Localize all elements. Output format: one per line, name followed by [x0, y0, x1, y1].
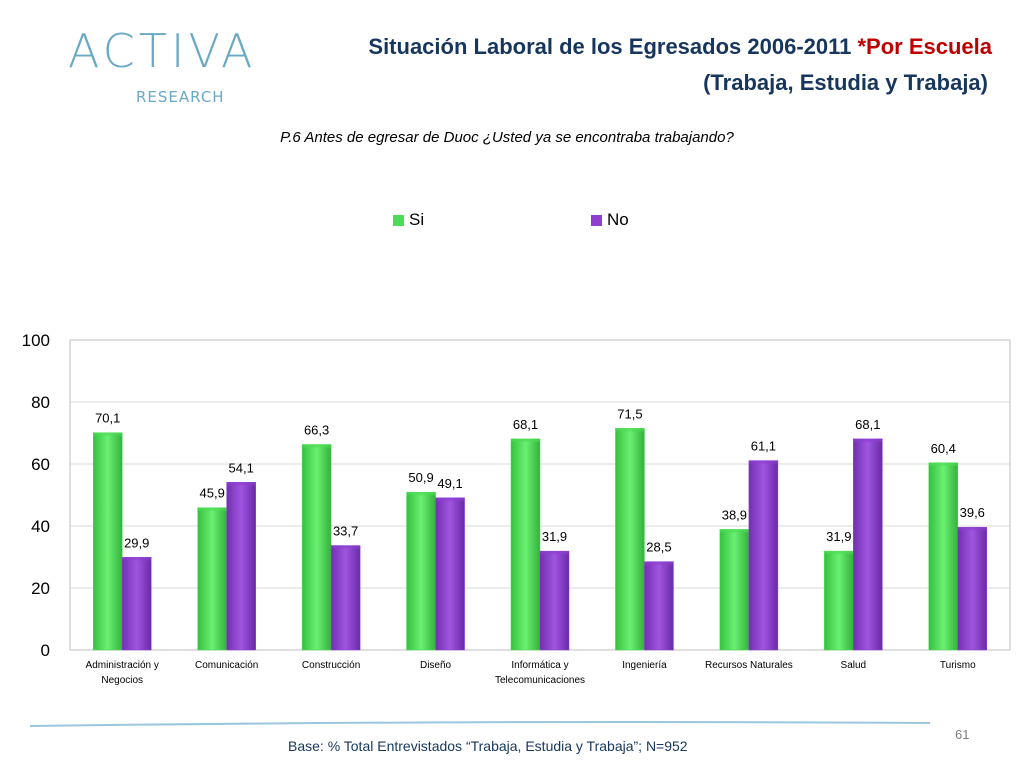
data-label-si-4: 68,1 — [513, 417, 538, 432]
bar-si-3 — [406, 491, 436, 651]
legend-item-no: No — [591, 210, 629, 230]
title-highlight: *Por Escuela — [857, 34, 992, 59]
x-tick-label-8: Turismo — [940, 660, 976, 671]
chart-bars — [92, 428, 988, 651]
bar-si-2 — [301, 444, 332, 651]
data-label-no-4: 31,9 — [542, 529, 567, 544]
bar-cap-si-4 — [511, 438, 540, 442]
y-tick-label: 100 — [22, 331, 50, 350]
data-label-no-2: 33,7 — [333, 524, 358, 539]
y-tick-label: 20 — [31, 579, 50, 598]
x-tick-label-1: Comunicación — [195, 660, 258, 671]
legend-label-si: Si — [409, 210, 425, 229]
bar-si-8 — [928, 462, 959, 651]
bar-no-3 — [435, 497, 465, 651]
y-tick-label: 0 — [41, 641, 50, 660]
x-tick-label-4: Informática y Telecomunicaciones — [495, 660, 585, 686]
bar-cap-no-6 — [748, 460, 778, 464]
footer-base-note: Base: % Total Entrevistados “Trabaja, Es… — [288, 738, 688, 754]
y-tick-label: 60 — [31, 455, 50, 474]
chart-labels: 70,1 29,9 45,9 54,1 66,3 33,7 50,9 49,1 68,1 31,9… — [95, 406, 985, 554]
data-label-no-0: 29,9 — [124, 535, 149, 550]
bar-no-5 — [644, 561, 674, 651]
data-label-si-8: 60,4 — [931, 441, 956, 456]
data-label-si-3: 50,9 — [408, 470, 433, 485]
data-label-si-5: 71,5 — [617, 406, 642, 421]
data-label-si-1: 45,9 — [200, 486, 225, 501]
bar-cap-no-2 — [331, 545, 361, 549]
x-tick-label-2: Construcción — [302, 660, 360, 671]
x-tick-label-6: Recursos Naturales — [705, 660, 793, 671]
y-tick-label: 40 — [31, 517, 50, 536]
bar-cap-si-6 — [719, 529, 749, 533]
data-label-si-7: 31,9 — [826, 529, 851, 544]
title-main: Situación Laboral de los Egresados 2006-… — [368, 34, 858, 59]
bar-si-4 — [510, 438, 541, 651]
data-label-si-0: 70,1 — [95, 411, 120, 426]
bar-si-5 — [615, 428, 645, 651]
bar-no-2 — [330, 545, 361, 651]
data-label-no-3: 49,1 — [437, 476, 462, 491]
x-tick-label-5: Ingeniería — [622, 660, 667, 671]
data-label-no-8: 39,6 — [960, 505, 985, 520]
bar-cap-si-3 — [406, 492, 436, 496]
page-number: 61 — [955, 727, 970, 742]
bar-cap-no-8 — [957, 527, 987, 531]
x-tick-label-0: Administración y Negocios — [86, 660, 159, 686]
y-tick-label: 80 — [31, 393, 50, 412]
bar-si-1 — [197, 507, 227, 651]
bar-no-7 — [853, 438, 883, 651]
legend-label-no: No — [607, 210, 629, 229]
bar-si-6 — [719, 529, 750, 651]
bar-no-1 — [226, 482, 256, 651]
bar-si-7 — [824, 550, 854, 651]
bar-no-4 — [539, 550, 570, 651]
logo-wordmark: ACTIVA — [68, 24, 257, 78]
legend-swatch-si — [393, 215, 404, 227]
logo-subtext: RESEARCH — [136, 88, 225, 106]
bar-cap-no-4 — [540, 551, 569, 555]
data-label-si-2: 66,3 — [304, 422, 329, 437]
bar-cap-si-0 — [93, 432, 123, 436]
page-title-line2: (Trabaja, Estudia y Trabaja) — [703, 70, 988, 95]
page-title: Situación Laboral de los Egresados 2006-… — [368, 34, 992, 60]
bar-no-6 — [748, 460, 779, 651]
question-subtitle: P.6 Antes de egresar de Duoc ¿Usted ya s… — [280, 129, 734, 146]
bar-cap-no-7 — [853, 438, 883, 442]
bar-cap-no-1 — [226, 482, 256, 486]
legend-item-si: Si — [393, 210, 424, 230]
bar-cap-si-2 — [302, 444, 332, 448]
data-label-si-6: 38,9 — [722, 507, 747, 522]
bar-cap-si-8 — [928, 462, 958, 466]
logo: ACTIVA RESEARCH — [28, 14, 252, 114]
bar-si-0 — [92, 432, 123, 651]
data-label-no-7: 68,1 — [855, 417, 880, 432]
bar-cap-no-5 — [644, 561, 674, 565]
bar-no-8 — [957, 526, 988, 651]
bar-no-0 — [121, 557, 152, 651]
data-label-no-5: 28,5 — [646, 540, 671, 555]
bar-cap-si-5 — [615, 428, 645, 432]
bar-cap-si-1 — [197, 507, 227, 511]
bar-cap-no-0 — [122, 557, 152, 561]
x-tick-label-3: Diseño — [420, 660, 452, 671]
x-tick-label-7: Salud — [841, 660, 867, 671]
data-label-no-1: 54,1 — [229, 460, 254, 475]
data-label-no-6: 61,1 — [751, 439, 776, 454]
footer-swoosh — [30, 721, 930, 727]
bar-cap-si-7 — [824, 551, 854, 555]
bar-cap-no-3 — [435, 497, 465, 501]
legend-swatch-no — [591, 215, 602, 227]
